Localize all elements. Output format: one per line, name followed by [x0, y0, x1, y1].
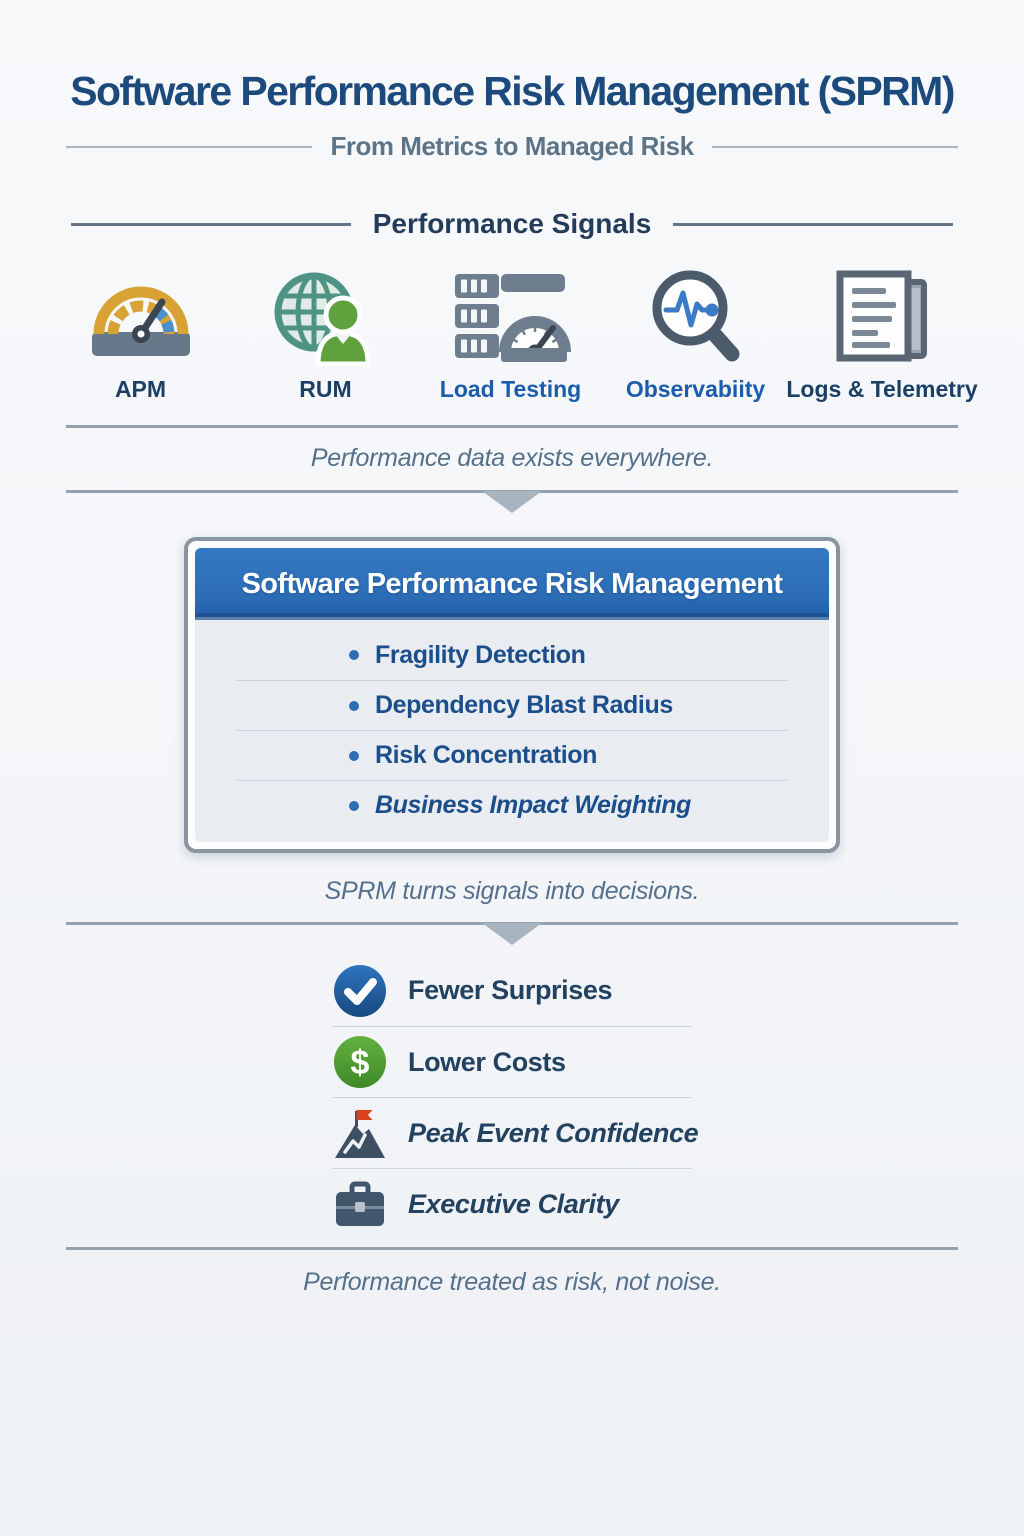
sprm-item-label: Business Impact Weighting: [375, 791, 691, 819]
gauge-icon: [91, 286, 190, 356]
sprm-box-body: Fragility Detection Dependency Blast Rad…: [195, 620, 829, 842]
benefit-item-executive-clarity: Executive Clarity: [332, 1168, 692, 1239]
signals-heading-row: Performance Signals: [66, 208, 958, 240]
heading-left-line: [70, 222, 351, 226]
benefit-label: Executive Clarity: [408, 1188, 619, 1219]
svg-text:$: $: [351, 1044, 370, 1082]
server-gauge-icon: [454, 274, 571, 362]
final-caption: Performance treated as risk, not noise.: [303, 1268, 721, 1296]
sprm-box-header: Software Performance Risk Management: [195, 548, 829, 620]
briefcase-icon: [336, 1181, 384, 1226]
bullet-icon: [349, 750, 359, 761]
page-subtitle: From Metrics to Managed Risk: [330, 131, 694, 161]
divider-line-with-arrow: [66, 922, 958, 945]
sprm-box: Software Performance Risk Management Fra…: [184, 537, 840, 853]
bullet-icon: [349, 650, 359, 660]
sprm-list-item: Dependency Blast Radius: [237, 680, 787, 730]
sprm-caption: SPRM turns signals into decisions.: [324, 877, 700, 905]
subtitle-left-line: [66, 145, 313, 148]
signal-label-apm: APM: [114, 376, 167, 402]
sprm-item-label: Dependency Blast Radius: [375, 691, 673, 719]
signal-label-rum: RUM: [299, 376, 352, 402]
document-lines-icon: [836, 270, 927, 362]
benefit-label: Peak Event Confidence: [408, 1117, 699, 1148]
heading-right-line: [673, 222, 954, 226]
signal-label-logs-telemetry: Logs & Telemetry: [786, 376, 978, 402]
signal-item-logs-telemetry: Logs & Telemetry: [786, 260, 978, 403]
bullet-icon: [349, 700, 359, 711]
sprm-list-item: Fragility Detection: [237, 630, 787, 680]
check-circle-icon: [334, 964, 386, 1017]
divider-line-with-arrow: [66, 490, 958, 513]
divider-line: [66, 1247, 958, 1250]
down-arrow-icon: [482, 491, 542, 513]
signal-item-apm: APM: [48, 260, 233, 403]
benefit-item-peak-event-confidence: Peak Event Confidence: [332, 1097, 699, 1168]
benefit-item-fewer-surprises: Fewer Surprises: [332, 955, 692, 1026]
signals-row: APM RUM: [48, 260, 978, 403]
bullet-icon: [349, 800, 359, 811]
signal-item-rum: RUM: [233, 260, 418, 403]
subtitle-right-line: [711, 145, 959, 148]
signal-label-load-testing: Load Testing: [439, 376, 582, 402]
page-title: Software Performance Risk Management (SP…: [70, 68, 955, 114]
signals-caption: Performance data exists everywhere.: [310, 444, 714, 472]
globe-user-icon: [274, 272, 371, 366]
benefit-label: Fewer Surprises: [408, 975, 613, 1005]
sprm-item-label: Risk Concentration: [375, 741, 597, 769]
benefits-section: Fewer Surprises $ Lower Costs: [332, 955, 699, 1239]
sprm-list: Fragility Detection Dependency Blast Rad…: [195, 630, 829, 830]
magnifier-pulse-icon: [652, 270, 739, 362]
mountain-flag-icon: [335, 1110, 385, 1158]
signal-label-observability: Observabiity: [625, 376, 766, 402]
down-arrow-icon: [482, 923, 542, 945]
sprm-item-label: Fragility Detection: [375, 640, 586, 669]
signals-heading: Performance Signals: [372, 208, 652, 239]
page-subtitle-row: From Metrics to Managed Risk: [66, 131, 959, 162]
divider-line: [66, 425, 958, 428]
signal-item-load-testing: Load Testing: [418, 260, 603, 403]
benefit-label: Lower Costs: [408, 1046, 566, 1077]
sprm-list-item: Business Impact Weighting: [237, 780, 787, 830]
benefit-item-lower-costs: $ Lower Costs: [332, 1026, 692, 1097]
signal-item-observability: Observabiity: [603, 260, 788, 403]
sprm-list-item: Risk Concentration: [237, 730, 787, 780]
dollar-circle-icon: $: [334, 1036, 386, 1088]
